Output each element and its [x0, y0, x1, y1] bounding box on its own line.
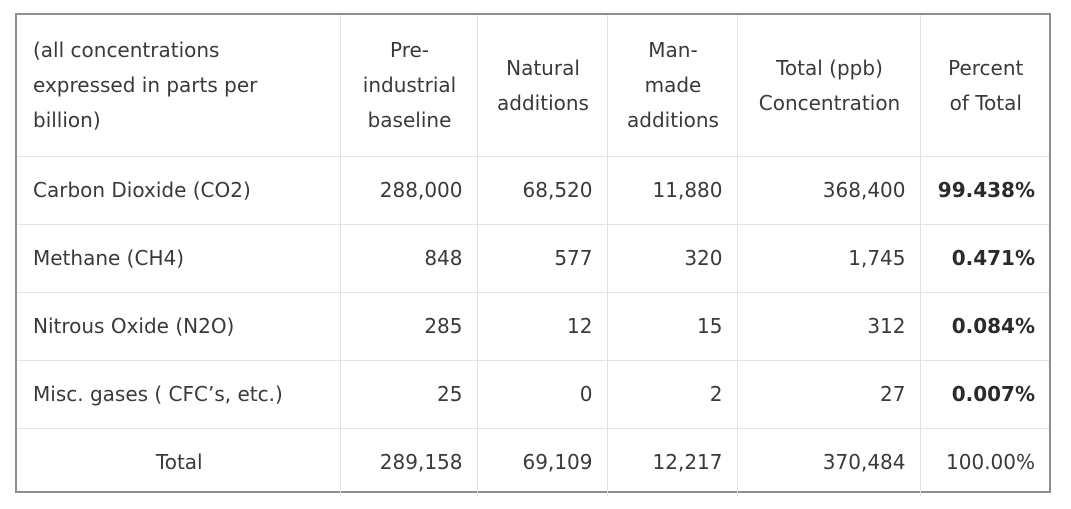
- cell-total: 370,484: [737, 428, 921, 496]
- header-pre-industrial-baseline: Pre-industrial baseline: [340, 15, 478, 157]
- cell-total: 312: [737, 292, 921, 361]
- cell-natural: 68,520: [477, 156, 608, 225]
- cell-baseline: 25: [340, 360, 478, 429]
- table-row-misc-gases: Misc. gases ( CFC’s, etc.) 25 0 2 27 0.0…: [17, 360, 1049, 429]
- table-row-total: Total 289,158 69,109 12,217 370,484 100.…: [17, 428, 1049, 496]
- header-natural-additions: Natural additions: [477, 15, 608, 157]
- cell-natural: 12: [477, 292, 608, 361]
- cell-percent: 0.084%: [920, 292, 1049, 361]
- cell-natural: 577: [477, 224, 608, 293]
- cell-percent: 100.00%: [946, 450, 1035, 474]
- header-total-concentration: Total (ppb) Concentration: [737, 15, 921, 157]
- table-row-carbon-dioxide: Carbon Dioxide (CO2) 288,000 68,520 11,8…: [17, 156, 1049, 225]
- cell-gas-name: Methane (CH4): [17, 224, 341, 293]
- header-man-made-additions: Man-made additions: [607, 15, 738, 157]
- cell-gas-name: Nitrous Oxide (N2O): [17, 292, 341, 361]
- cell-total: 27: [737, 360, 921, 429]
- cell-baseline: 285: [340, 292, 478, 361]
- cell-manmade: 320: [607, 224, 738, 293]
- cell-percent: 0.007%: [920, 360, 1049, 429]
- header-row: (all concentrations expressed in parts p…: [17, 15, 1049, 157]
- cell-total: 1,745: [737, 224, 921, 293]
- cell-baseline: 288,000: [340, 156, 478, 225]
- cell-total: 368,400: [737, 156, 921, 225]
- table-row-methane: Methane (CH4) 848 577 320 1,745 0.471%: [17, 224, 1049, 293]
- cell-manmade: 2: [607, 360, 738, 429]
- cell-natural: 69,109: [477, 428, 608, 496]
- cell-gas-name: Carbon Dioxide (CO2): [17, 156, 341, 225]
- cell-percent: 99.438%: [920, 156, 1049, 225]
- cell-manmade: 15: [607, 292, 738, 361]
- cell-manmade: 12,217: [607, 428, 738, 496]
- table-row-nitrous-oxide: Nitrous Oxide (N2O) 285 12 15 312 0.084%: [17, 292, 1049, 361]
- header-percent-of-total: Percent of Total: [920, 15, 1049, 157]
- greenhouse-gas-table-container: (all concentrations expressed in parts p…: [15, 13, 1051, 496]
- header-units-note: (all concentrations expressed in parts p…: [17, 15, 341, 157]
- cell-baseline: 848: [340, 224, 478, 293]
- greenhouse-gas-concentration-table: (all concentrations expressed in parts p…: [17, 15, 1049, 496]
- cell-total-label: Total: [17, 428, 341, 496]
- cell-natural: 0: [477, 360, 608, 429]
- cell-percent: 0.471%: [920, 224, 1049, 293]
- cell-gas-name: Misc. gases ( CFC’s, etc.): [17, 360, 341, 429]
- cell-baseline: 289,158: [340, 428, 478, 496]
- cell-manmade: 11,880: [607, 156, 738, 225]
